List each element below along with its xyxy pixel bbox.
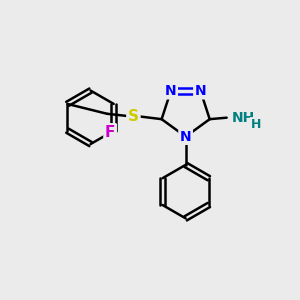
- Text: S: S: [128, 109, 139, 124]
- Text: S: S: [128, 109, 139, 124]
- Text: N: N: [180, 130, 191, 144]
- Text: NH: NH: [232, 111, 255, 125]
- Text: N: N: [165, 84, 177, 98]
- Text: N: N: [195, 84, 206, 98]
- Text: F: F: [105, 125, 115, 140]
- Text: F: F: [105, 125, 115, 140]
- Text: N: N: [180, 130, 191, 144]
- Text: N: N: [195, 84, 206, 98]
- Text: N: N: [165, 84, 177, 98]
- Text: H: H: [250, 118, 261, 131]
